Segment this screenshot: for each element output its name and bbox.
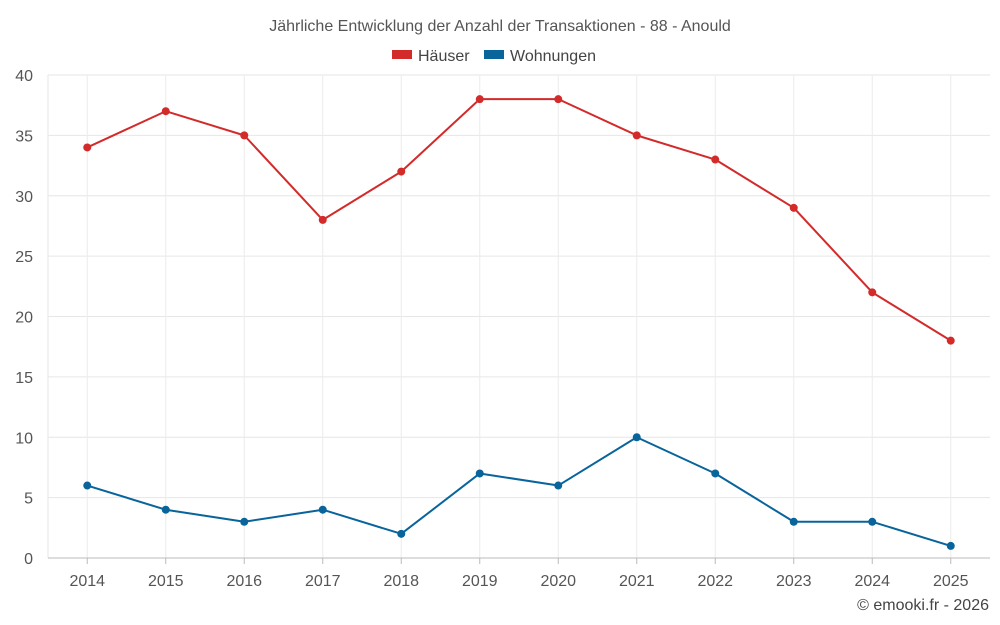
- data-point-wohnungen[interactable]: Wohnungen 2021: 10: [632, 433, 641, 442]
- x-tick-label: 2025: [933, 573, 969, 590]
- x-tick-label: 2020: [540, 573, 576, 590]
- legend-swatch-wohnungen: [484, 50, 504, 59]
- data-point-haeuser[interactable]: Häuser 2019: 38: [475, 95, 484, 104]
- x-tick-label: 2024: [854, 573, 890, 590]
- y-tick-label: 10: [15, 430, 33, 447]
- data-point-wohnungen[interactable]: Wohnungen 2017: 4: [318, 505, 327, 514]
- data-point-haeuser[interactable]: Häuser 2021: 35: [632, 131, 641, 140]
- data-point-haeuser[interactable]: Häuser 2018: 32: [397, 167, 406, 176]
- data-point-haeuser[interactable]: Häuser 2022: 33: [711, 155, 720, 164]
- x-tick-label: 2015: [148, 573, 184, 590]
- data-point-haeuser[interactable]: Häuser 2025: 18: [946, 336, 955, 345]
- series-group: Häuser 2014: 34 Häuser 2015: 37 Häuser 201…: [83, 95, 955, 550]
- chart-title: Jährliche Entwicklung der Anzahl der Tra…: [269, 18, 731, 35]
- x-tick-label: 2014: [69, 573, 105, 590]
- series-line-haeuser: [86, 98, 952, 342]
- legend-item-wohnungen[interactable]: Wohnungen: [484, 48, 596, 65]
- x-tick-label: 2022: [697, 573, 733, 590]
- data-point-wohnungen[interactable]: Wohnungen 2015: 4: [161, 505, 170, 514]
- y-tick-label: 5: [24, 491, 33, 508]
- y-tick-label: 15: [15, 370, 33, 387]
- data-point-haeuser[interactable]: Häuser 2024: 22: [868, 288, 877, 297]
- y-tick-label: 20: [15, 310, 33, 327]
- legend-item-haeuser[interactable]: Häuser: [392, 48, 470, 65]
- x-tick-label: 2018: [383, 573, 419, 590]
- data-point-haeuser[interactable]: Häuser 2020: 38: [554, 95, 563, 104]
- y-tick-label: 35: [15, 128, 33, 145]
- data-point-wohnungen[interactable]: Wohnungen 2024: 3: [868, 517, 877, 526]
- data-point-haeuser[interactable]: Häuser 2014: 34: [83, 143, 92, 152]
- series-line-wohnungen: [86, 436, 952, 547]
- data-point-wohnungen[interactable]: Wohnungen 2023: 3: [789, 517, 798, 526]
- legend-label-wohnungen: Wohnungen: [510, 48, 596, 65]
- y-tick-label: 30: [15, 189, 33, 206]
- legend: Häuser Wohnungen: [392, 48, 596, 65]
- x-tick-label: 2023: [776, 573, 812, 590]
- x-tick-label: 2017: [305, 573, 341, 590]
- data-point-haeuser[interactable]: Häuser 2017: 28: [318, 215, 327, 224]
- y-tick-label: 40: [15, 68, 33, 85]
- data-point-haeuser[interactable]: Häuser 2016: 35: [240, 131, 249, 140]
- legend-label-haeuser: Häuser: [418, 48, 470, 65]
- x-tick-label: 2019: [462, 573, 498, 590]
- y-tick-label: 0: [24, 551, 33, 568]
- legend-swatch-haeuser: [392, 50, 412, 59]
- credit-text: © emooki.fr - 2026: [857, 597, 989, 614]
- data-point-wohnungen[interactable]: Wohnungen 2022: 7: [711, 469, 720, 478]
- data-point-wohnungen[interactable]: Wohnungen 2025: 1: [946, 541, 955, 550]
- data-point-wohnungen[interactable]: Wohnungen 2019: 7: [475, 469, 484, 478]
- x-tick-label: 2016: [226, 573, 262, 590]
- data-point-wohnungen[interactable]: Wohnungen 2020: 6: [554, 481, 563, 490]
- data-point-haeuser[interactable]: Häuser 2015: 37: [161, 107, 170, 116]
- x-tick-label: 2021: [619, 573, 655, 590]
- data-point-wohnungen[interactable]: Wohnungen 2016: 3: [240, 517, 249, 526]
- data-point-haeuser[interactable]: Häuser 2023: 29: [789, 203, 798, 212]
- data-point-wohnungen[interactable]: Wohnungen 2014: 6: [83, 481, 92, 490]
- grid: [48, 74, 990, 558]
- y-tick-label: 25: [15, 249, 33, 266]
- data-point-wohnungen[interactable]: Wohnungen 2018: 2: [397, 529, 406, 538]
